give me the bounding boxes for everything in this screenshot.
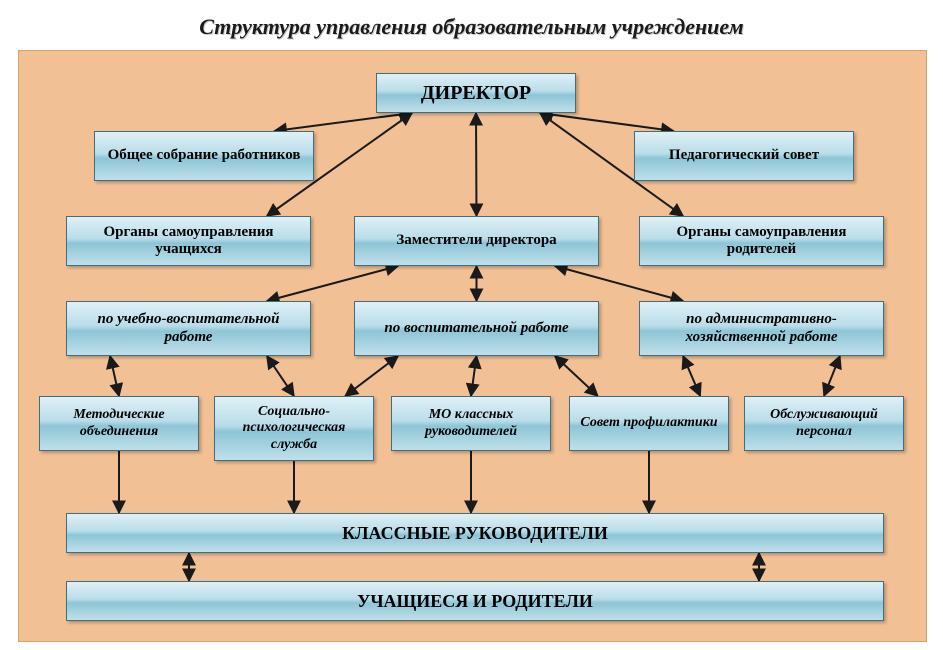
node-pedsovet: Педагогический совет: [634, 131, 854, 181]
node-prevention: Совет профилактики: [569, 396, 729, 451]
page-title: Структура управления образовательным учр…: [0, 14, 943, 40]
node-staff: Обслуживающий персонал: [744, 396, 904, 451]
edge: [110, 356, 119, 396]
edge: [683, 356, 700, 396]
edge: [267, 356, 294, 396]
diagram-canvas: ДИРЕКТОР Общее собрание работников Педагог…: [18, 50, 927, 642]
edge: [555, 356, 598, 396]
node-class_teach: КЛАССНЫЕ РУКОВОДИТЕЛИ: [66, 513, 884, 553]
edge: [274, 113, 412, 131]
node-psych: Социально-психологическая служба: [214, 396, 374, 461]
edge: [267, 266, 398, 301]
edge: [555, 266, 683, 301]
edge: [824, 356, 840, 396]
edge: [471, 356, 477, 396]
node-stud_gov: Органы самоуправления учащихся: [66, 216, 311, 266]
node-deputies: Заместители директора: [354, 216, 599, 266]
node-mo_class: МО классных руководителей: [391, 396, 551, 451]
node-assembly: Общее собрание работников: [94, 131, 314, 181]
node-dep_admin: по административно-хозяйственной работе: [639, 301, 884, 356]
edge: [540, 113, 674, 131]
node-parent_gov: Органы самоуправления родителей: [639, 216, 884, 266]
node-dep_edu: по учебно-воспитательной работе: [66, 301, 311, 356]
edge: [345, 356, 398, 396]
edge: [476, 113, 477, 216]
node-dep_vosp: по воспитательной работе: [354, 301, 599, 356]
node-director: ДИРЕКТОР: [376, 73, 576, 113]
node-students: УЧАЩИЕСЯ И РОДИТЕЛИ: [66, 581, 884, 621]
node-method: Методические объединения: [39, 396, 199, 451]
